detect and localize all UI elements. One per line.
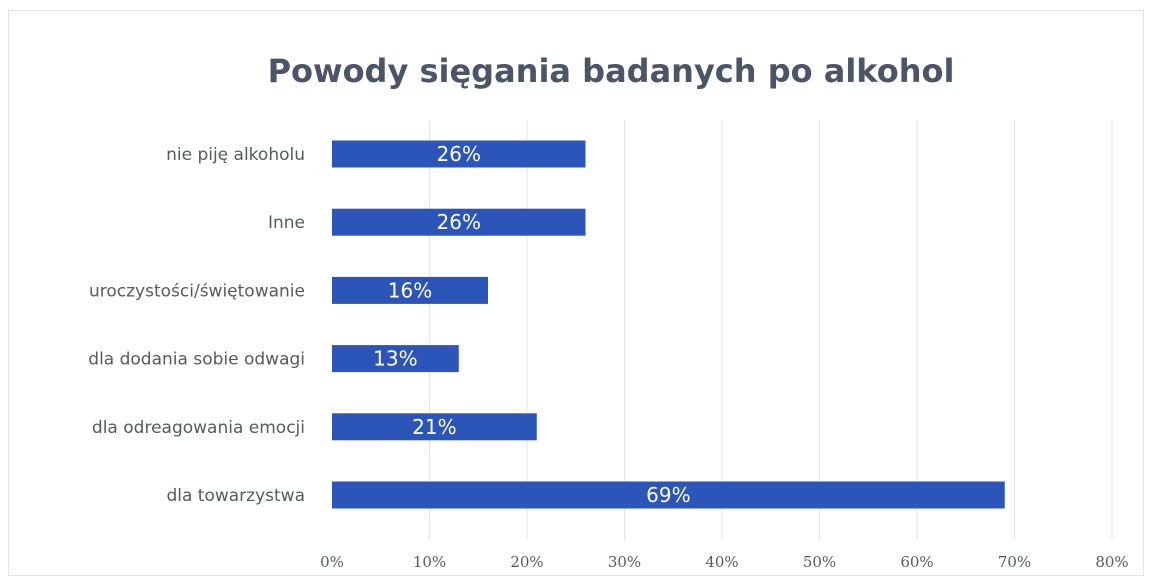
x-tick-label: 30% bbox=[608, 553, 641, 571]
category-label: nie piję alkoholu bbox=[166, 145, 305, 165]
bar bbox=[332, 140, 586, 168]
x-tick-label: 80% bbox=[1095, 553, 1128, 571]
grid bbox=[429, 120, 1113, 540]
bar bbox=[332, 208, 586, 236]
x-tick-label: 40% bbox=[705, 553, 738, 571]
bar bbox=[332, 276, 488, 304]
category-labels: nie piję alkoholu Inne uroczystości/święto… bbox=[88, 145, 305, 506]
data-label: 13% bbox=[373, 347, 417, 371]
category-label: uroczystości/świętowanie bbox=[89, 281, 305, 301]
x-tick-label: 10% bbox=[413, 553, 446, 571]
category-label: dla odreagowania emocji bbox=[92, 418, 305, 438]
bar bbox=[332, 345, 459, 373]
data-label: 26% bbox=[437, 210, 481, 234]
x-tick-label: 20% bbox=[510, 553, 543, 571]
x-tick-label: 0% bbox=[320, 553, 344, 571]
x-axis-ticks: 0% 10% 20% 30% 40% 50% 60% 70% 80% bbox=[320, 553, 1129, 571]
category-label: dla dodania sobie odwagi bbox=[88, 350, 305, 370]
category-label: dla towarzystwa bbox=[166, 486, 305, 506]
x-tick-label: 70% bbox=[998, 553, 1031, 571]
category-label: Inne bbox=[268, 213, 305, 233]
data-label: 69% bbox=[646, 483, 690, 507]
bars: 26% 26% 16% 13% 21% 69% bbox=[332, 140, 1005, 509]
bar bbox=[332, 481, 1005, 509]
data-label: 21% bbox=[412, 415, 456, 439]
data-label: 26% bbox=[437, 142, 481, 166]
x-tick-label: 50% bbox=[803, 553, 836, 571]
bar bbox=[332, 413, 537, 441]
x-tick-label: 60% bbox=[900, 553, 933, 571]
chart-title: Powody sięgania badanych po alkohol bbox=[268, 52, 955, 90]
data-label: 16% bbox=[388, 278, 432, 302]
